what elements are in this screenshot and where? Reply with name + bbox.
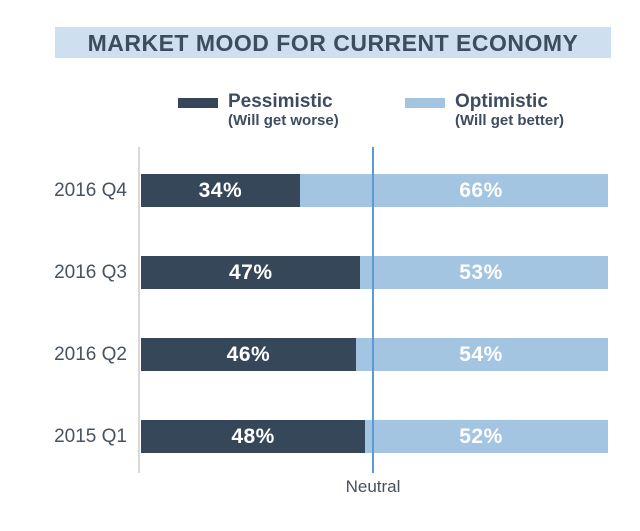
- optimistic-bar-segment: [365, 420, 608, 453]
- neutral-line-label: Neutral: [345, 477, 401, 496]
- bar-row: 2015 Q1 48% 52%: [54, 420, 608, 453]
- bar-chart: Neutral 2016 Q4 34% 66% 2016 Q3 47% 53% 2016 Q…: [54, 147, 608, 496]
- pessimistic-bar-segment: 47%: [141, 256, 361, 289]
- legend-optimistic-label: Optimistic: [455, 91, 548, 112]
- pessimistic-swatch-icon: [178, 98, 218, 108]
- axis-baseline: [138, 147, 140, 473]
- optimistic-swatch-icon: [405, 98, 445, 108]
- chart-title: MARKET MOOD FOR CURRENT ECONOMY: [55, 27, 611, 58]
- optimistic-value-label: 52%: [459, 425, 503, 448]
- bar-row: 2016 Q2 46% 54%: [54, 338, 608, 371]
- neutral-reference-line: [372, 147, 374, 473]
- optimistic-value-label: 66%: [459, 179, 503, 202]
- legend-pessimistic-sublabel: (Will get worse): [228, 112, 339, 129]
- optimistic-value-label: 54%: [459, 343, 503, 366]
- category-label: 2016 Q3: [54, 262, 127, 283]
- bar-row: 2016 Q4 34% 66%: [54, 174, 608, 207]
- bar-row: 2016 Q3 47% 53%: [54, 256, 608, 289]
- pessimistic-value-label: 34%: [198, 178, 243, 202]
- optimistic-value-label: 53%: [459, 261, 503, 284]
- pessimistic-bar-segment: 48%: [141, 420, 366, 453]
- category-label: 2015 Q1: [54, 426, 127, 447]
- legend-optimistic-sublabel: (Will get better): [455, 112, 565, 129]
- pessimistic-bar-segment: 34%: [141, 174, 300, 207]
- legend-pessimistic-label: Pessimistic: [228, 91, 333, 112]
- optimistic-bar-segment: [355, 338, 608, 371]
- optimistic-bar-segment: [299, 174, 608, 207]
- optimistic-bar-segment: [360, 256, 608, 289]
- pessimistic-value-label: 47%: [228, 260, 273, 284]
- category-label: 2016 Q2: [54, 344, 127, 365]
- pessimistic-bar-segment: 46%: [141, 338, 356, 371]
- pessimistic-value-label: 46%: [226, 342, 271, 366]
- pessimistic-value-label: 48%: [231, 424, 275, 448]
- category-label: 2016 Q4: [54, 180, 127, 201]
